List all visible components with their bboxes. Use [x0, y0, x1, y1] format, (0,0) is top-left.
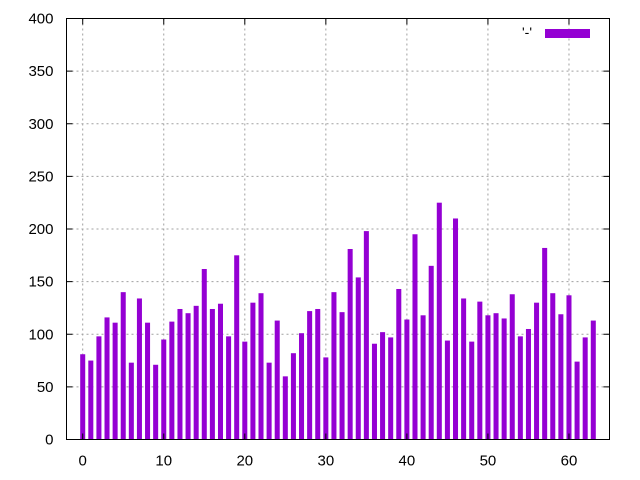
bar: [290, 353, 296, 440]
bar: [534, 302, 540, 440]
bar: [161, 339, 167, 440]
bar: [493, 313, 499, 440]
y-tick-label: 300: [28, 116, 53, 133]
bar: [371, 343, 377, 440]
bar: [404, 319, 410, 440]
bar: [153, 364, 159, 440]
bar: [550, 293, 556, 440]
y-tick-label: 150: [28, 274, 53, 291]
bar: [299, 333, 305, 440]
bar: [428, 265, 434, 440]
bar: [217, 303, 223, 440]
y-tick-label: 250: [28, 168, 53, 185]
bar: [88, 360, 94, 440]
y-tick-label: 50: [37, 379, 54, 396]
y-tick-label: 0: [45, 432, 53, 449]
bar: [104, 317, 110, 440]
x-tick-labels: 0 10 20 30 40 50 60: [79, 453, 578, 470]
bar: [80, 354, 86, 440]
x-tick-label: 50: [480, 453, 497, 470]
bar: [258, 293, 264, 440]
bar: [96, 336, 102, 440]
bar: [412, 234, 418, 440]
bar: [193, 305, 199, 440]
y-tick-label: 100: [28, 326, 53, 343]
bar: [566, 295, 572, 440]
bar: [177, 308, 183, 440]
bar: [542, 247, 548, 440]
legend-label: '-': [522, 24, 532, 40]
x-tick-label: 0: [79, 453, 87, 470]
x-tick-label: 30: [317, 453, 334, 470]
x-tick-label: 60: [561, 453, 578, 470]
bar: [436, 202, 442, 440]
bar: [477, 301, 483, 440]
y-tick-label: 400: [28, 11, 53, 28]
bar: [509, 294, 515, 440]
bar: [574, 361, 580, 440]
bar: [169, 321, 175, 440]
bar: [226, 336, 232, 440]
bar: [355, 277, 361, 440]
legend: '-': [522, 24, 590, 40]
ticks: [66, 18, 610, 440]
bar: [242, 341, 248, 440]
bar: [331, 292, 337, 440]
bar: [120, 292, 126, 440]
bar: [274, 320, 280, 440]
bar: [145, 322, 151, 440]
bar: [558, 314, 564, 440]
bar: [517, 336, 523, 440]
bar: [347, 248, 353, 440]
bar: [590, 320, 596, 440]
bar: [485, 315, 491, 440]
bar: [501, 318, 507, 440]
bar: [380, 332, 386, 440]
bar: [323, 357, 329, 440]
bar: [444, 340, 450, 440]
y-tick-labels: 0 50 100 150 200 250 300 350 400: [28, 11, 53, 449]
bar: [128, 362, 134, 440]
x-tick-label: 40: [399, 453, 416, 470]
bar: [209, 308, 215, 440]
bar: [469, 341, 475, 440]
bar: [525, 328, 531, 440]
bar: [136, 298, 142, 440]
bars: [80, 202, 596, 440]
bar: [461, 298, 467, 440]
y-tick-label: 350: [28, 63, 53, 80]
bar: [112, 322, 118, 440]
bar: [339, 312, 345, 440]
bar: [453, 218, 459, 440]
bar: [420, 315, 426, 440]
legend-swatch: [545, 29, 590, 38]
bar: [201, 268, 207, 440]
y-tick-label: 200: [28, 221, 53, 238]
bar: [185, 313, 191, 440]
bar: [363, 231, 369, 440]
bar: [307, 311, 313, 440]
bar: [396, 288, 402, 440]
bar: [582, 337, 588, 440]
bar: [282, 376, 288, 440]
bar: [266, 362, 272, 440]
x-tick-label: 10: [155, 453, 172, 470]
bar: [388, 337, 394, 440]
bar: [250, 302, 256, 440]
bar: [234, 255, 240, 440]
x-tick-label: 20: [236, 453, 253, 470]
bar: [315, 308, 321, 440]
